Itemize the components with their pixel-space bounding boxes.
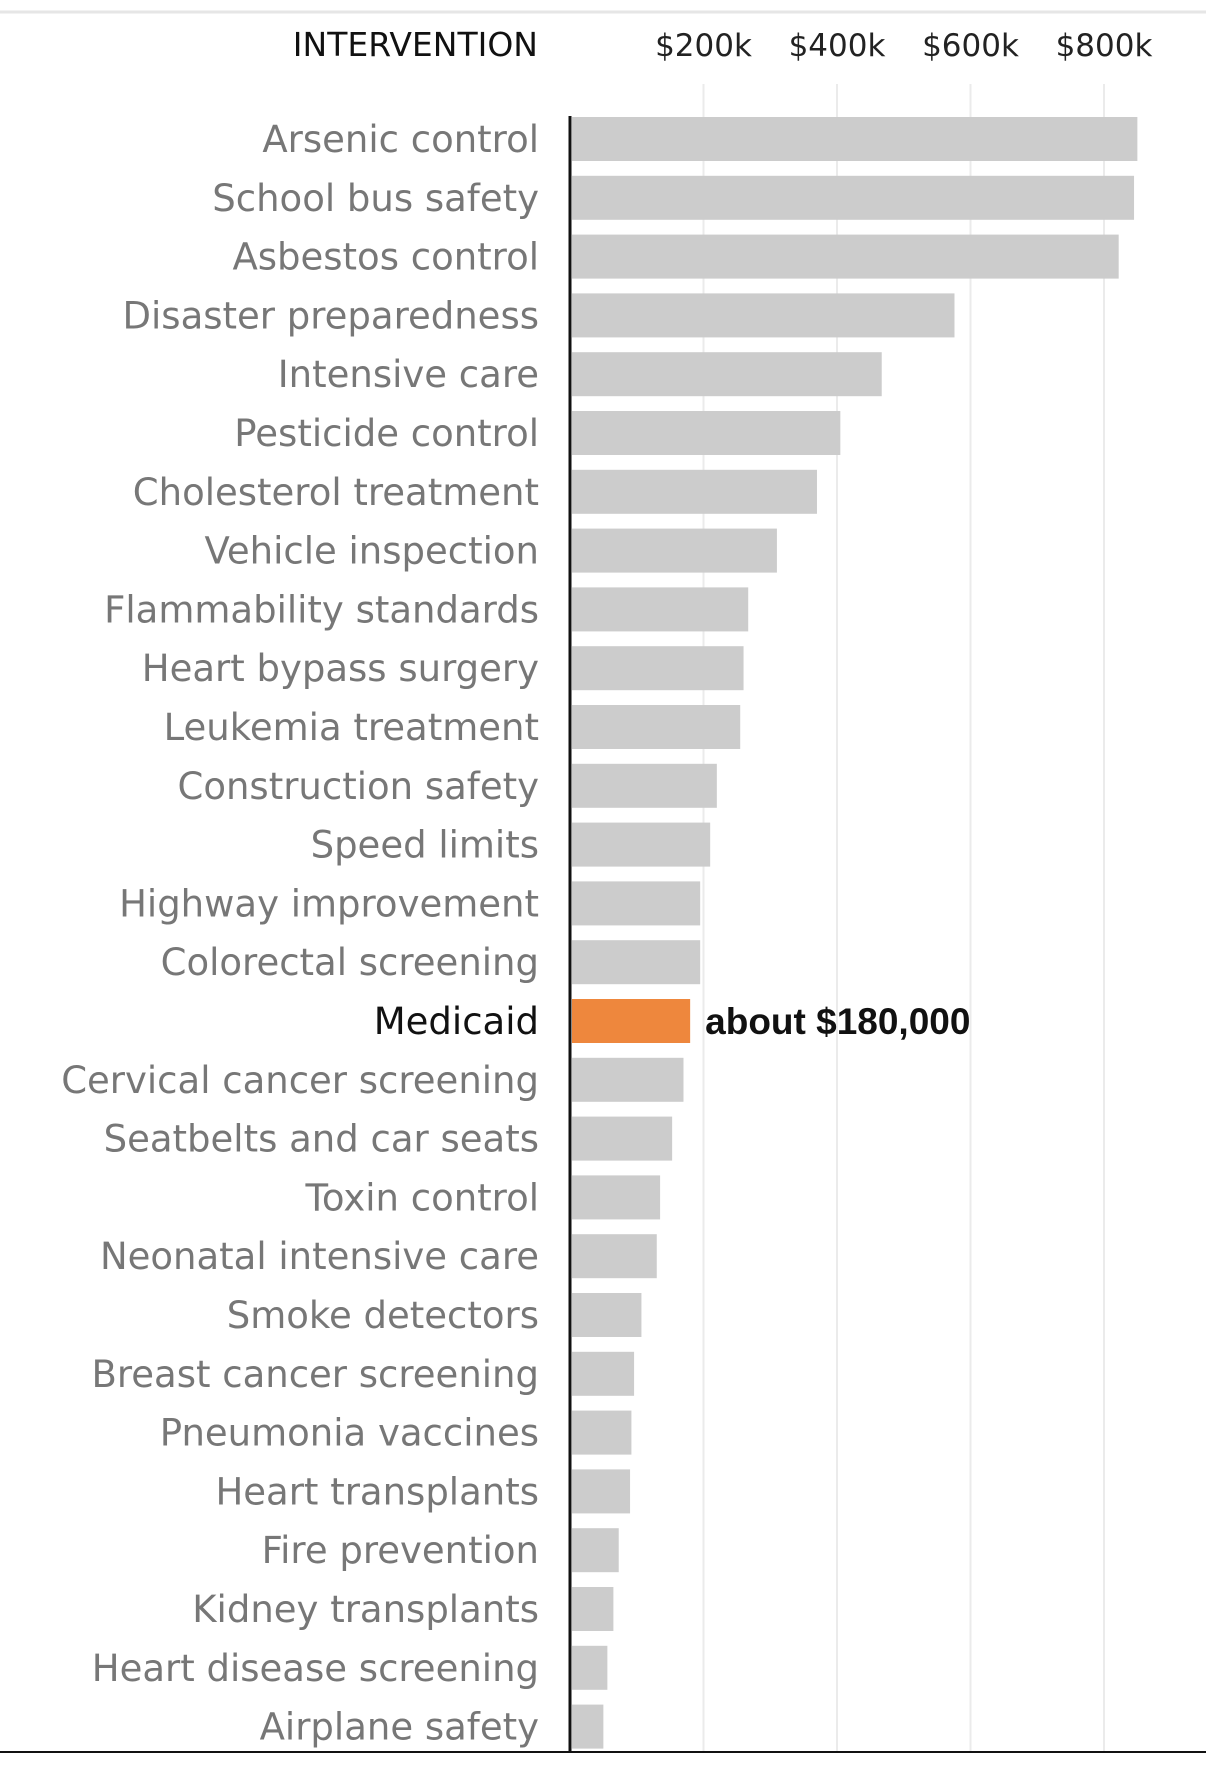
category-label: Speed limits <box>311 824 539 867</box>
category-label: Smoke detectors <box>227 1294 539 1337</box>
category-label: Kidney transplants <box>192 1588 539 1631</box>
category-label: Cholesterol treatment <box>133 471 539 514</box>
category-label: Medicaid <box>374 1000 539 1043</box>
category-label: Airplane safety <box>260 1706 539 1749</box>
category-label: Vehicle inspection <box>204 530 539 573</box>
x-tick-label: $200k <box>655 28 752 64</box>
category-label: Toxin control <box>305 1176 539 1219</box>
bar <box>572 822 711 867</box>
bar <box>572 587 749 632</box>
bar <box>572 1645 608 1690</box>
category-labels: Arsenic control School bus safety Asbestos… <box>61 118 539 1749</box>
bar <box>572 1469 631 1514</box>
category-label: Asbestos control <box>232 236 539 279</box>
bar <box>572 1057 684 1102</box>
bar <box>572 1528 619 1573</box>
bar <box>572 940 701 985</box>
category-label: Seatbelts and car seats <box>104 1118 539 1161</box>
bar <box>572 411 841 455</box>
category-label: Flammability standards <box>104 588 539 631</box>
bar <box>572 1587 614 1631</box>
bar <box>572 1704 604 1749</box>
category-label: Fire prevention <box>262 1529 539 1572</box>
category-label: Intensive care <box>278 353 539 396</box>
bar <box>572 1116 673 1161</box>
category-label: Leukemia treatment <box>164 706 539 749</box>
bar <box>572 293 955 338</box>
category-label: Breast cancer screening <box>91 1353 539 1396</box>
bar <box>572 646 744 691</box>
category-label: Heart bypass surgery <box>142 647 539 690</box>
bars <box>572 117 1138 1749</box>
bar <box>572 1351 635 1396</box>
bar <box>572 117 1138 161</box>
x-axis-ticks: $200k $400k $600k $800k <box>655 28 1152 64</box>
bar <box>572 1410 632 1455</box>
category-label: Arsenic control <box>262 118 539 161</box>
medicaid-annotation: about $180,000 <box>705 1001 970 1042</box>
column-header: INTERVENTION <box>293 25 538 64</box>
x-tick-label: $800k <box>1056 28 1153 64</box>
bar <box>572 881 701 926</box>
bar <box>572 234 1119 279</box>
bar <box>572 1293 642 1337</box>
x-tick-label: $400k <box>789 28 886 64</box>
category-label: Highway improvement <box>119 882 539 925</box>
bar <box>572 763 717 808</box>
bar <box>572 1234 657 1279</box>
category-label: Heart transplants <box>215 1470 539 1513</box>
category-label: Pesticide control <box>234 412 539 455</box>
bar <box>572 352 882 397</box>
category-label: Heart disease screening <box>92 1647 539 1690</box>
bar <box>572 528 777 573</box>
bar <box>572 175 1135 220</box>
category-label: Pneumonia vaccines <box>160 1412 539 1455</box>
bar <box>572 1175 661 1220</box>
category-label: School bus safety <box>212 177 539 220</box>
category-label: Cervical cancer screening <box>61 1059 539 1102</box>
category-label: Neonatal intensive care <box>100 1235 539 1278</box>
bar <box>572 705 741 749</box>
bar <box>572 469 817 514</box>
x-tick-label: $600k <box>922 28 1019 64</box>
category-label: Colorectal screening <box>161 941 539 984</box>
category-label: Disaster preparedness <box>123 294 539 337</box>
category-label: Construction safety <box>178 765 540 808</box>
bar-highlight <box>572 999 691 1043</box>
